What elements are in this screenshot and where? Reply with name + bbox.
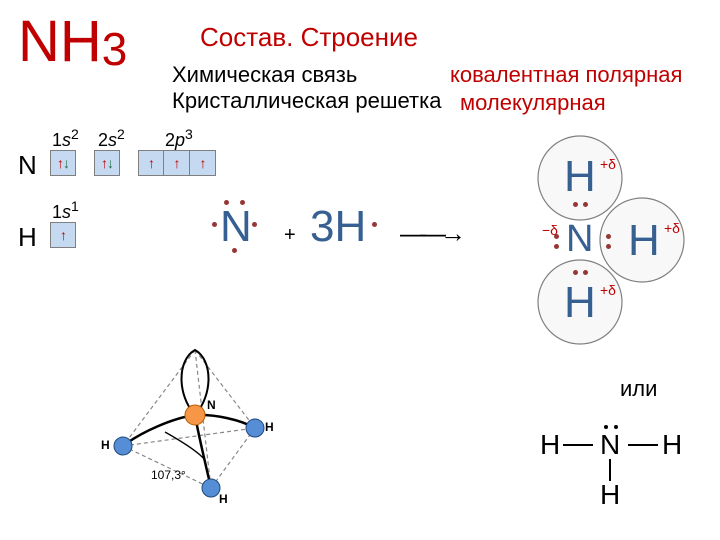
n-orb-2s-label: 2s2 (98, 126, 125, 151)
electron-dot (604, 425, 608, 429)
orbital-box: ↑ (190, 150, 216, 176)
nh3-h-top: H (564, 152, 596, 202)
geom-h-label: H (265, 420, 274, 434)
electron-dot (573, 270, 578, 275)
electron-dot (224, 200, 229, 205)
h-orb-1s-label: 1s1 (52, 198, 79, 223)
electron-dot (212, 222, 217, 227)
orbital-box: ↑↓ (50, 150, 76, 176)
struct-h-bottom: H (600, 479, 620, 511)
bond-type: ковалентная полярная (450, 62, 682, 88)
nh3-h-bottom: H (564, 278, 596, 328)
struct-h-left: H (540, 429, 560, 461)
page-title: Состав. Строение (200, 22, 418, 53)
electron-dot (240, 200, 245, 205)
n-orb-1s-label: 1s2 (52, 126, 79, 151)
electron-dot (573, 202, 578, 207)
electron-dot (554, 234, 559, 239)
formula-base: NH (18, 9, 102, 74)
reaction-arrow: ——→ (400, 218, 460, 249)
geom-angle: 107,3° (151, 468, 186, 482)
electron-dot (606, 244, 611, 249)
orbital-box: ↑↓ (94, 150, 120, 176)
structural-formula: H N H H (530, 425, 710, 515)
electron-dot (252, 222, 257, 227)
lewis-n-letter: N (220, 202, 252, 251)
n-orbital-row: ↑↓ ↑↓ ↑ ↑ ↑ (50, 150, 216, 176)
electron-dot (232, 248, 237, 253)
geom-h-label: H (101, 438, 110, 452)
orbital-box: ↑ (138, 150, 164, 176)
electron-dot (583, 270, 588, 275)
electron-dot (554, 244, 559, 249)
nh3-center-n: N (566, 218, 593, 261)
nh3-circle-diagram: N H H H +δ +δ +δ −δ (460, 120, 700, 360)
nh3-h-right: H (628, 216, 660, 266)
lattice-type: молекулярная (460, 90, 606, 116)
struct-h-right: H (662, 429, 682, 461)
geom-h-label: H (219, 492, 228, 506)
atom-n-label: N (18, 150, 37, 181)
electron-dot (372, 222, 377, 227)
formula-sub: 3 (102, 23, 128, 75)
struct-n: N (600, 429, 620, 461)
or-label: или (620, 376, 657, 402)
orbital-p-group: ↑ ↑ ↑ (138, 150, 216, 176)
reaction-plus: + (284, 224, 296, 247)
delta-right: +δ (664, 220, 680, 236)
delta-top: +δ (600, 156, 616, 172)
orbital-box: ↑ (164, 150, 190, 176)
h-orbital-row: ↑ (50, 222, 76, 248)
delta-bottom: +δ (600, 282, 616, 298)
lewis-n: N (220, 202, 252, 252)
lattice-label: Кристаллическая решетка (172, 88, 441, 114)
atom-h-label: H (18, 222, 37, 253)
electron-dot (583, 202, 588, 207)
orbital-box: ↑ (50, 222, 76, 248)
electron-dot (606, 234, 611, 239)
electron-dot (614, 425, 618, 429)
n-orb-2p-label: 2p3 (165, 126, 193, 151)
lewis-3h-letter: H (334, 202, 366, 251)
formula-nh3: NH3 (18, 8, 127, 76)
lewis-3h: 3H (310, 202, 366, 252)
geometry-3d: N H H H 107,3° (95, 340, 295, 520)
bond-label: Химическая связь (172, 62, 357, 88)
geom-n-label: N (207, 398, 216, 412)
lewis-3h-coeff: 3 (310, 202, 334, 251)
